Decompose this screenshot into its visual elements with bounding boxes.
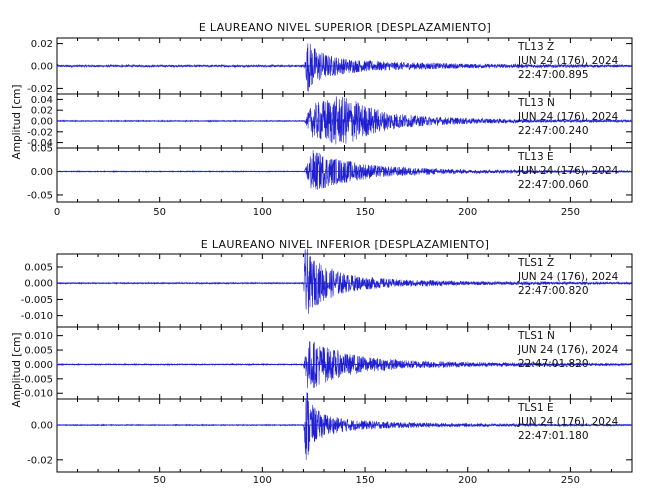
trace-date-label: JUN 24 (176), 2024 — [517, 344, 619, 356]
trace-time-label: 22:47:00.240 — [518, 125, 589, 137]
y-tick-label: 0.005 — [24, 346, 53, 357]
y-tick-label: 0.00 — [31, 117, 53, 128]
bottom-panel-title: E LAUREANO NIVEL INFERIOR [DESPLAZAMIENT… — [201, 238, 489, 251]
y-tick-label: 0.00 — [31, 167, 53, 178]
trace-name-label: TLS1 Z — [517, 257, 554, 269]
y-tick-label: -0.05 — [27, 190, 53, 201]
trace-date-label: JUN 24 (176), 2024 — [517, 271, 619, 283]
trace-name-label: TL13 Z — [517, 41, 554, 53]
trace-name-label: TLS1 N — [517, 330, 555, 342]
x-tick-label: 150 — [355, 475, 374, 486]
top-panel-group: E LAUREANO NIVEL SUPERIOR [DESPLAZAMIENT… — [11, 21, 633, 218]
subplot-tl13-n: 0.040.020.00-0.02-0.04 TL13 N JUN 24 (176)… — [27, 93, 633, 149]
x-tick-label: 250 — [561, 207, 580, 218]
x-tick-label: 0 — [54, 207, 60, 218]
x-tick-label: 100 — [253, 475, 272, 486]
waveform-trace — [56, 341, 633, 389]
y-tick-label: -0.04 — [27, 138, 53, 149]
subplot-tls1-n: 0.010 0.005 0.000 -0.005 -0.010 TLS1 N JUN 24 … — [21, 326, 633, 400]
trace-name-label: TL13 N — [517, 97, 555, 109]
waveform-trace — [56, 392, 633, 460]
y-tick-label: -0.02 — [27, 455, 53, 466]
top-panel-title: E LAUREANO NIVEL SUPERIOR [DESPLAZAMIENT… — [199, 21, 491, 34]
bottom-panel-ylabel: Amplitud [cm] — [11, 333, 23, 408]
trace-time-label: 22:47:01.180 — [518, 430, 589, 442]
trace-date-label: JUN 24 (176), 2024 — [517, 165, 619, 177]
x-tick-label: 200 — [458, 475, 477, 486]
trace-time-label: 22:47:00.895 — [518, 69, 589, 81]
subplot-tls1-e: 0.00 -0.02 TLS1 E JUN 24 (176), 2024 22:47:0… — [27, 392, 633, 473]
y-tick-label: -0.010 — [21, 311, 53, 322]
subplot-tls1-z: 0.005 0.000 -0.005 -0.010 TLS1 Z JUN 24 (176)… — [21, 248, 633, 328]
bottom-panel-group: E LAUREANO NIVEL INFERIOR [DESPLAZAMIENT… — [11, 238, 633, 486]
trace-time-label: 22:47:00.060 — [518, 179, 589, 191]
y-tick-label: 0.02 — [31, 39, 53, 50]
y-tick-label: 0.04 — [31, 95, 53, 106]
y-tick-label: -0.02 — [27, 84, 53, 95]
y-tick-label: -0.010 — [21, 389, 53, 400]
bottom-subplots: 0.005 0.000 -0.005 -0.010 TLS1 Z JUN 24 (176)… — [21, 248, 633, 486]
waveform-trace — [56, 150, 633, 190]
waveform-trace — [56, 96, 633, 145]
y-tick-label: 0.05 — [31, 144, 53, 155]
trace-time-label: 22:47:00.820 — [518, 285, 589, 297]
x-tick-label: 250 — [561, 475, 580, 486]
y-tick-label: -0.005 — [21, 374, 53, 385]
y-tick-label: 0.00 — [31, 421, 53, 432]
trace-date-label: JUN 24 (176), 2024 — [517, 111, 619, 123]
top-panel-ylabel: Amplitud [cm] — [11, 85, 23, 160]
y-tick-label: -0.02 — [27, 127, 53, 138]
y-tick-label: 0.000 — [24, 360, 53, 371]
y-tick-label: 0.00 — [31, 62, 53, 73]
x-tick-label: 50 — [153, 475, 166, 486]
y-tick-label: 0.005 — [24, 262, 53, 273]
subplot-tl13-z: 0.02 0.00 -0.02 TL13 Z JUN 24 (176), 2024 22:… — [27, 37, 633, 95]
trace-time-label: 22:47:01.820 — [518, 358, 589, 370]
y-tick-label: 0.02 — [31, 106, 53, 117]
subplot-tl13-e: 0.05 0.00 -0.05 TL13 E JUN 24 (176), 2024 22:… — [27, 144, 633, 203]
x-tick-label: 150 — [355, 207, 374, 218]
trace-date-label: JUN 24 (176), 2024 — [517, 55, 619, 67]
trace-name-label: TLS1 E — [517, 402, 554, 414]
waveform-trace — [56, 43, 633, 92]
y-tick-label: -0.005 — [21, 295, 53, 306]
y-tick-label: 0.000 — [24, 279, 53, 290]
trace-name-label: TL13 E — [517, 151, 554, 163]
x-tick-label: 200 — [458, 207, 477, 218]
x-tick-label: 100 — [253, 207, 272, 218]
y-tick-label: 0.010 — [24, 331, 53, 342]
waveform-trace — [56, 248, 633, 314]
trace-date-label: JUN 24 (176), 2024 — [517, 416, 619, 428]
x-tick-label: 50 — [153, 207, 166, 218]
